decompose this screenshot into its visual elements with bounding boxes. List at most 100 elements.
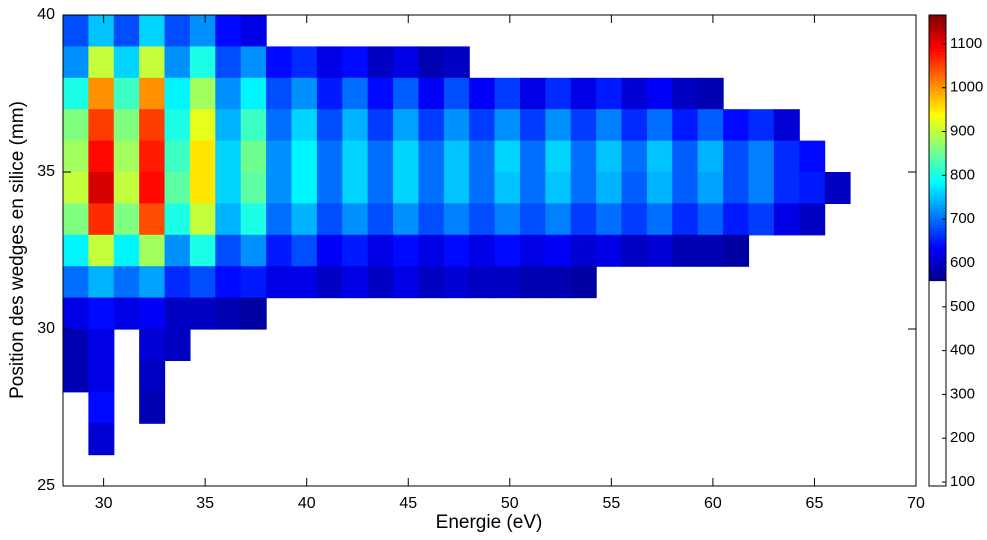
colorbar-swatch [929,97,946,102]
heatmap-cell [291,172,318,204]
heatmap-cell [748,109,775,142]
heatmap-cell [418,266,445,299]
heatmap-cell [621,203,648,236]
heatmap-cell [621,109,648,142]
heatmap-cell [773,203,800,236]
heatmap-cell [367,109,394,142]
colorbar-swatch [929,101,946,106]
heatmap-cell [113,77,140,110]
heatmap-cell [697,172,724,204]
heatmap-cell [240,15,267,47]
heatmap-cell [139,329,166,361]
heatmap-cell [469,203,496,236]
colorbar-swatch [929,54,946,59]
heatmap-cell [189,15,216,47]
heatmap-cell [113,234,140,267]
x-axis-label: Energie (eV) [436,512,543,533]
heatmap-cell [469,77,496,110]
heatmap-cell [215,46,242,79]
colorbar-swatch [929,94,946,99]
colorbar-swatch [929,253,946,258]
colorbar-swatch [929,224,946,229]
heatmap-cell [291,46,318,79]
x-tick-label: 60 [704,495,722,512]
heatmap-cell [291,109,318,142]
heatmap-cell [570,266,597,299]
heatmap-cell [240,172,267,204]
colorbar-swatch [929,44,946,49]
heatmap-cell [393,234,420,267]
colorbar-swatch [929,28,946,33]
heatmap-cell [443,140,470,173]
heatmap-cell [113,297,140,330]
heatmap-cell [291,234,318,267]
colorbar-tick-label: 600 [950,254,975,271]
colorbar-swatch [929,84,946,89]
x-tick-label: 65 [806,495,824,512]
heatmap-cell [63,329,89,361]
heatmap-cell [88,391,115,424]
heatmap-cell [748,172,775,204]
heatmap-cell [342,172,369,204]
heatmap-cell [240,46,267,79]
heatmap-cell [266,172,293,204]
heatmap-cell [88,329,115,361]
colorbar-tick-label: 700 [950,210,975,227]
heatmap-cell [88,203,115,236]
colorbar-swatch [929,154,946,159]
heatmap-cell [494,266,521,299]
heatmap-cell [697,77,724,110]
colorbar-tick-label: 500 [950,298,975,315]
heatmap-cell [63,203,89,236]
colorbar-swatch [929,74,946,79]
heatmap-cell [316,77,343,110]
colorbar-swatch [929,107,946,112]
colorbar-swatch [929,200,946,205]
colorbar-swatch [929,114,946,119]
colorbar-swatch [929,267,946,272]
heatmap-cell [316,109,343,142]
colorbar-swatch [929,220,946,225]
heatmap-cell [88,360,115,393]
colorbar-tick-label: 900 [950,123,975,140]
colorbar-swatch [929,174,946,179]
heatmap-cell [88,77,115,110]
heatmap-cell [621,172,648,204]
heatmap-cell [63,234,89,267]
colorbar-swatch [929,21,946,26]
colorbar-swatch [929,41,946,46]
heatmap-cell [545,109,572,142]
colorbar-swatch [929,161,946,165]
heatmap-cell [63,266,89,299]
heatmap-cell [189,140,216,173]
heatmap-cell [240,234,267,267]
heatmap-cell [316,140,343,173]
heatmap-cell [139,77,166,110]
heatmap-cell [215,297,242,330]
heatmap-cell [646,172,673,204]
heatmap-cell [88,234,115,267]
y-tick-label: 35 [37,163,55,180]
heatmap-cell [697,234,724,267]
colorbar-swatch [929,234,946,238]
colorbar-swatch [929,111,946,116]
heatmap-cell [342,109,369,142]
heatmap-cell [393,172,420,204]
heatmap-cell [748,203,775,236]
heatmap-cell [418,77,445,110]
colorbar-tick-label: 1100 [950,35,982,52]
heatmap-cell [519,234,546,267]
heatmap-cell [596,109,623,142]
heatmap-cell [621,234,648,267]
heatmap-cell [723,234,750,267]
heatmap-cell [596,234,623,267]
heatmap-cell [469,140,496,173]
colorbar-swatch [929,15,946,19]
y-tick-label: 40 [37,6,55,23]
heatmap-cell [139,360,166,393]
heatmap-cell [266,266,293,299]
heatmap-cell [63,172,89,204]
heatmap-cell [215,234,242,267]
y-tick-label: 30 [37,320,55,337]
